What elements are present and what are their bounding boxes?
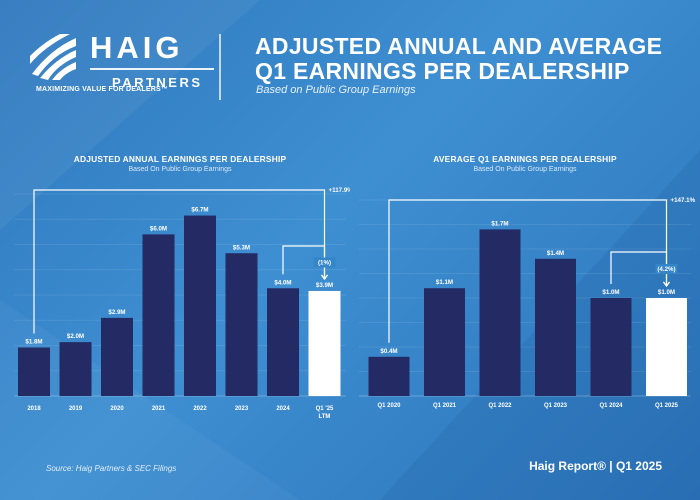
x-tick-label: Q1 2022: [488, 403, 512, 409]
x-tick-label: 2021: [152, 406, 166, 412]
bar-value-label: $1.0M: [602, 289, 619, 296]
x-tick-label: 2020: [110, 406, 124, 412]
bar-value-label: $6.7M: [191, 207, 208, 214]
x-tick-label: Q1 2020: [377, 403, 401, 409]
x-tick-label: 2024: [276, 406, 290, 412]
bar-value-label: $4.0M: [274, 279, 291, 286]
bar-value-label: $3.9M: [316, 282, 333, 289]
logo-stripes-icon: [30, 34, 76, 80]
bar: [368, 356, 410, 396]
chart-subtitle: Based On Public Group Earnings: [128, 166, 232, 173]
bar: [59, 342, 92, 396]
change-label-bg: [313, 257, 336, 268]
bar: [479, 229, 521, 396]
x-tick-label: Q1 2021: [433, 403, 457, 409]
bar-value-label: $6.0M: [150, 225, 167, 232]
chart-title: ADJUSTED ANNUAL EARNINGS PER DEALERSHIP: [73, 154, 287, 164]
page-subtitle: Based on Public Group Earnings: [256, 84, 416, 96]
chart-subtitle: Based On Public Group Earnings: [473, 166, 577, 173]
x-tick-label: LTM: [319, 414, 331, 420]
annual-earnings-chart: ADJUSTED ANNUAL EARNINGS PER DEALERSHIP …: [10, 152, 350, 442]
bar: [267, 288, 299, 396]
bar: [535, 258, 576, 396]
arrow-head-icon: [663, 281, 670, 287]
chart-title: AVERAGE Q1 EARNINGS PER DEALERSHIP: [433, 154, 617, 164]
change-bracket: [33, 189, 326, 334]
brand-logo: HAIG PARTNERS: [30, 30, 214, 98]
bar: [18, 347, 50, 396]
bar: [142, 234, 175, 396]
bar: [646, 298, 687, 396]
bar-value-label: $0.4M: [380, 348, 397, 355]
bar: [424, 288, 465, 396]
bar: [101, 317, 133, 396]
x-tick-label: Q1 2025: [655, 403, 679, 409]
bar-value-label: $1.0M: [658, 289, 675, 296]
bar: [225, 253, 258, 396]
bar-value-label: $1.7M: [491, 220, 508, 227]
change-label: +147.1%: [671, 197, 696, 204]
logo-subwordmark: PARTNERS: [112, 75, 203, 90]
q1-earnings-plot: $0.4M Q1 2020 $1.1M Q1 2021 $1.7M Q1 2022 $1.4…: [359, 197, 696, 409]
x-tick-label: Q1 2024: [599, 403, 623, 409]
bar: [184, 215, 216, 396]
x-tick-label: Q1 2023: [544, 403, 568, 409]
logo-wordmark: HAIG: [90, 30, 184, 65]
header-divider: [219, 34, 221, 100]
bar-value-label: $1.4M: [547, 250, 564, 257]
bar: [308, 290, 341, 396]
brand-tagline: MAXIMIZING VALUE FOR DEALERS™: [36, 86, 169, 93]
report-label: Haig Report® | Q1 2025: [529, 459, 662, 473]
page-title: ADJUSTED ANNUAL AND AVERAGE Q1 EARNINGS …: [255, 33, 663, 84]
bar-value-label: $2.0M: [67, 333, 84, 340]
bar-value-label: $2.9M: [108, 309, 125, 316]
q1-earnings-chart: AVERAGE Q1 EARNINGS PER DEALERSHIP Based…: [355, 152, 695, 442]
bar: [590, 298, 632, 396]
change-label: (4.2%): [657, 266, 675, 273]
bar-value-label: $1.8M: [25, 339, 42, 346]
bar-value-label: $5.3M: [233, 244, 250, 251]
arrow-head-icon: [321, 274, 328, 280]
change-bracket: [388, 199, 668, 343]
annual-earnings-plot: $1.8M 2018 $2.0M 2019 $2.9M 2020 $6.0M 2021 $6.7…: [14, 187, 351, 420]
x-tick-label: 2023: [235, 406, 249, 412]
logo-rule: [90, 68, 214, 70]
x-tick-label: 2022: [193, 406, 207, 412]
x-tick-label: Q1 '25: [316, 406, 334, 412]
x-tick-label: 2018: [27, 406, 41, 412]
change-label: +117.9%: [329, 187, 351, 194]
change-label-bg: [655, 264, 678, 274]
x-tick-label: 2019: [69, 406, 83, 412]
bar-value-label: $1.1M: [436, 279, 453, 286]
change-label: (1%): [318, 259, 331, 266]
source-note: Source: Haig Partners & SEC Filings: [46, 464, 177, 473]
